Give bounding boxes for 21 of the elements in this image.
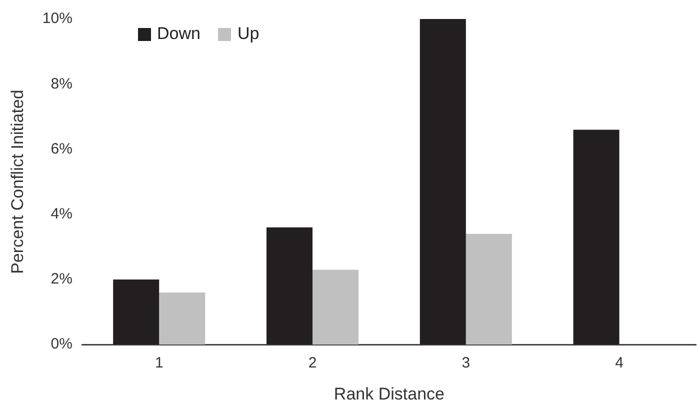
x-tick-label: 1 bbox=[154, 354, 164, 372]
y-tick-label: 8% bbox=[50, 75, 72, 92]
bar bbox=[159, 292, 206, 345]
legend-label: Down bbox=[157, 24, 200, 44]
bar bbox=[113, 279, 160, 345]
x-axis-title: Rank Distance bbox=[334, 384, 444, 404]
x-tick-label: 3 bbox=[462, 354, 470, 372]
legend-label: Up bbox=[237, 24, 260, 44]
y-tick-label: 0% bbox=[50, 336, 72, 353]
bar bbox=[420, 19, 466, 345]
y-tick-label: 4% bbox=[50, 206, 72, 222]
y-tick-label: 6% bbox=[50, 140, 72, 158]
x-tick-label: 4 bbox=[615, 354, 624, 372]
bar bbox=[573, 130, 620, 345]
bar bbox=[312, 270, 359, 345]
x-tick-label: 2 bbox=[308, 354, 317, 372]
y-axis-title: Percent Conflict Initiated bbox=[8, 90, 27, 274]
y-tick-label: 2% bbox=[50, 270, 72, 288]
bar bbox=[466, 234, 512, 345]
bar bbox=[266, 227, 313, 345]
y-tick-label: 10% bbox=[42, 10, 72, 28]
